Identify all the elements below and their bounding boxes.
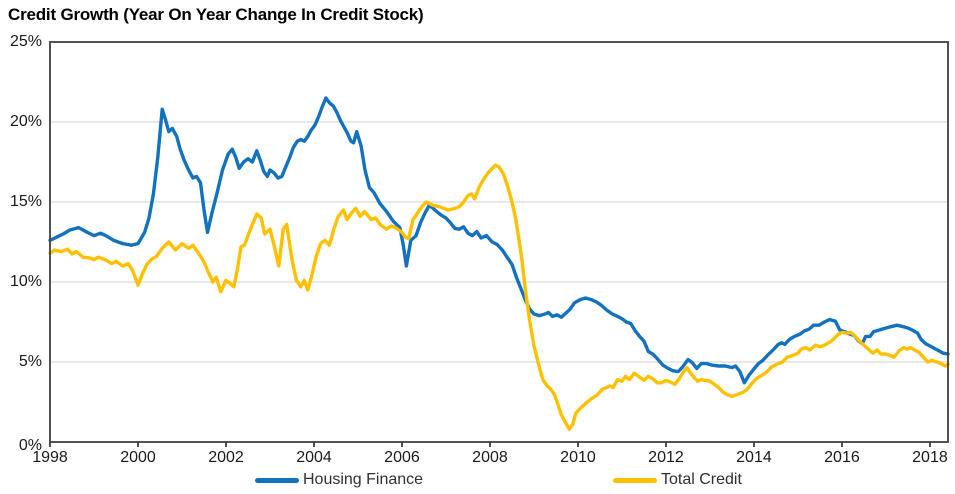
y-axis-label-10pct: 10%: [9, 273, 42, 290]
series-lines: [48, 96, 950, 431]
x-axis-label-2018: 2018: [912, 449, 948, 466]
chart-title: Credit Growth (Year On Year Change In Cr…: [8, 5, 424, 24]
x-axis-label-2002: 2002: [208, 449, 244, 466]
x-axis-label-2004: 2004: [296, 449, 332, 466]
total-credit-line-swatch: [613, 477, 657, 483]
x-axis-label-2014: 2014: [736, 449, 772, 466]
x-axis-label-2012: 2012: [648, 449, 684, 466]
legend-item-total-credit: Total Credit: [613, 469, 742, 491]
y-axis-label-0pct: 0%: [18, 437, 42, 454]
x-axis-label-2008: 2008: [472, 449, 508, 466]
y-axis-label-5pct: 5%: [18, 353, 42, 370]
gridlines: [50, 121, 948, 363]
x-axis-label-1998: 1998: [32, 449, 68, 466]
y-axis-label-15pct: 15%: [9, 193, 42, 210]
legend: Housing Finance Total Credit: [0, 469, 955, 491]
series-line-total-credit: [48, 163, 950, 431]
x-axis-label-2006: 2006: [384, 449, 420, 466]
plot-border: [49, 41, 949, 443]
series-line-housing-finance: [48, 96, 950, 385]
x-axis-label-2016: 2016: [824, 449, 860, 466]
legend-label-housing-finance: Housing Finance: [303, 471, 424, 488]
x-axis-label-2000: 2000: [120, 449, 156, 466]
x-axis-label-2010: 2010: [560, 449, 596, 466]
housing-finance-line-swatch: [255, 477, 299, 483]
y-axis-label-20pct: 20%: [9, 113, 42, 130]
y-axis-label-25pct: 25%: [9, 33, 42, 50]
legend-label-total-credit: Total Credit: [661, 471, 742, 488]
legend-item-housing-finance: Housing Finance: [255, 469, 423, 491]
